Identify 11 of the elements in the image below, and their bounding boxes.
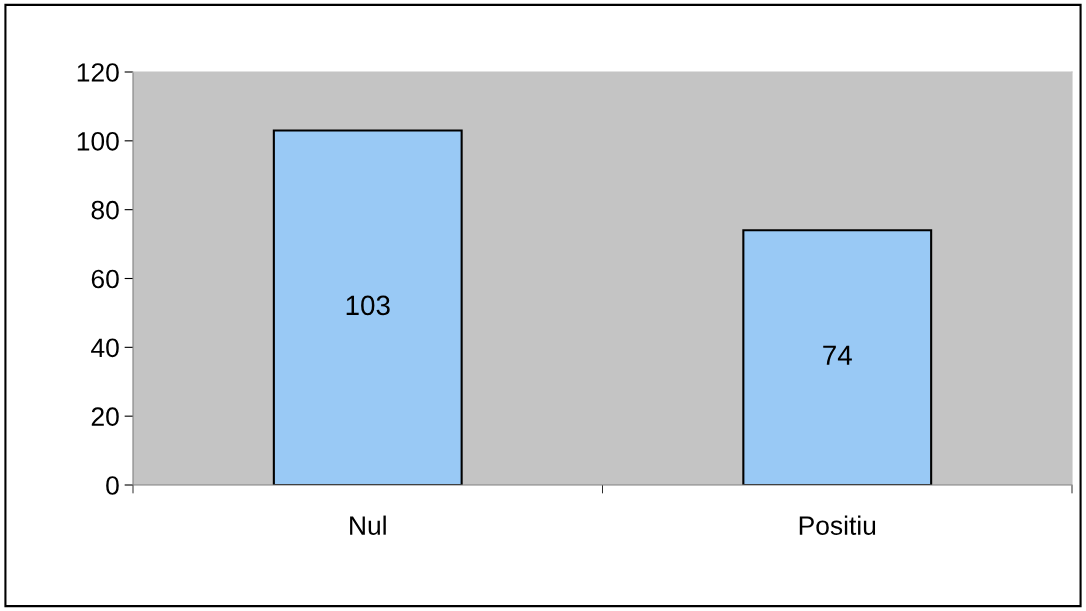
y-tick-label: 100: [77, 131, 119, 151]
y-tick-label: 80: [91, 200, 119, 220]
y-tick-label: 20: [91, 407, 119, 426]
x-tick-label: Nul: [350, 515, 386, 535]
data-label: 74: [823, 345, 852, 365]
y-tick-label: 120: [77, 63, 119, 82]
y-tick-label: 40: [91, 338, 119, 358]
data-label: 103: [346, 295, 390, 316]
x-tick-label: Positiu: [799, 515, 876, 535]
y-tick-label: 60: [91, 269, 119, 289]
y-tick-label: 0: [106, 476, 119, 495]
